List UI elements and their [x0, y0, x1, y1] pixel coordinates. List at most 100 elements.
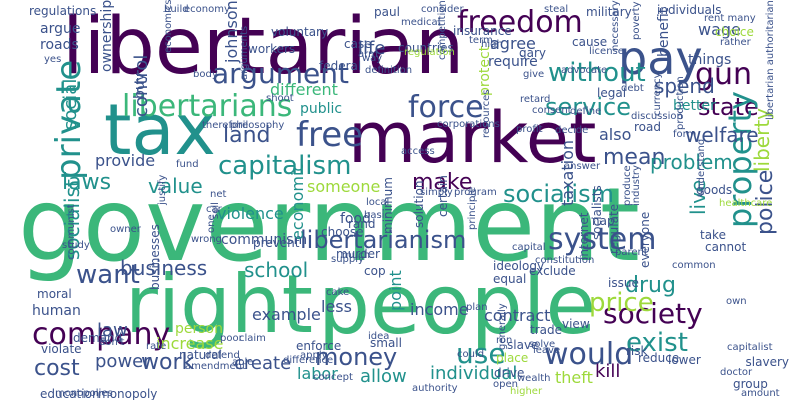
word-term: term [469, 35, 493, 46]
word-create: create [234, 353, 292, 374]
word-system: system [548, 222, 657, 257]
word-everyone: everyone [638, 211, 652, 268]
word-individual: individual [430, 363, 518, 384]
word-arm: arm [358, 49, 378, 60]
word-roads: roads [40, 37, 79, 53]
word-necessary: necessary [610, 0, 621, 51]
word-provide: provide [95, 151, 156, 170]
word-workers: workers [248, 42, 296, 56]
word-justify: justify [157, 174, 168, 205]
word-consent: consent [532, 105, 572, 116]
word-risk: risk [626, 344, 648, 358]
word-libertarians: libertarians [122, 89, 293, 124]
word-argument: argument [212, 57, 349, 90]
word-murder: murder [336, 247, 380, 261]
word-wage: wage [698, 20, 741, 39]
word-could: could [457, 349, 485, 360]
word-libertarian-authoritarian: libertarian authoritarian [765, 0, 776, 120]
word-communism: communism [221, 232, 308, 248]
word-reduce: reduce [638, 351, 680, 365]
word-nap: nap [592, 214, 615, 228]
word-welfare: welfare [685, 123, 759, 147]
word-businesses: businesses [148, 224, 162, 290]
word-legal: legal [597, 86, 627, 100]
word-trade: trade [530, 323, 562, 337]
word-choice: choice [715, 25, 754, 39]
word-exist: exist [626, 328, 688, 358]
word-take: take [700, 228, 726, 242]
word-amendment: amendment [185, 361, 246, 372]
word-doctor: doctor [720, 367, 753, 378]
word-paul: paul [374, 5, 400, 19]
word-open: open [493, 379, 518, 390]
word-slave: slave [507, 338, 539, 352]
word-apply: apply [300, 350, 328, 361]
word-place: place [496, 351, 529, 365]
word-consider: consider [421, 4, 464, 15]
word-better: better [673, 98, 716, 114]
word-capitalist: capitalist [727, 342, 773, 353]
word-view: view [562, 317, 590, 331]
word-would: would [544, 337, 634, 372]
word-profit: profit [516, 124, 543, 135]
word-wealth: wealth [517, 373, 551, 384]
word-land: land [223, 123, 271, 148]
word-communist: communist [66, 204, 77, 260]
word-human: human [32, 303, 81, 319]
word-violate: violate [41, 342, 82, 356]
word-discussion: discussion [631, 111, 683, 122]
word-freedom: freedom [457, 5, 583, 40]
word-build: build [164, 4, 189, 15]
word-fund: fund [176, 159, 199, 170]
word-solve: solve [529, 339, 556, 350]
word-rent: rent many [704, 13, 756, 24]
word-way: way [362, 53, 383, 64]
word-monopoly: monopoly [98, 387, 158, 400]
word-corporations: corporations [437, 119, 500, 130]
word-capitalism: capitalism [218, 151, 352, 181]
word-company: company [32, 317, 171, 352]
word-philosophy: philosophy [230, 120, 285, 131]
word-countries: countries [398, 41, 454, 55]
word-steal: steal [544, 4, 569, 15]
word-moral: moral [37, 287, 72, 301]
word-market: market [348, 97, 597, 179]
word-cake: cake [326, 287, 350, 298]
word-high: high [481, 39, 503, 50]
word-work: work [141, 350, 195, 375]
word-allow: allow [360, 366, 407, 387]
word-net: net [210, 189, 227, 200]
word-people: people [318, 258, 596, 353]
word-point: point [386, 270, 405, 311]
word-resources: resources [481, 89, 492, 138]
word-without: without [548, 58, 646, 88]
word-individuals: individuals [657, 3, 722, 17]
word-road: road [634, 120, 661, 134]
word-enforce: enforce [296, 339, 342, 353]
word-tax: tax [104, 89, 216, 171]
word-slavery: slavery [745, 355, 789, 369]
word-able: able [232, 357, 254, 368]
word-income: income [410, 300, 469, 319]
word-social: social [60, 78, 81, 130]
word-car: car [206, 204, 222, 215]
word-poor: poor [220, 333, 243, 344]
word-body: body [193, 69, 218, 80]
word-ownership: ownership [99, 0, 115, 73]
word-goods: goods [696, 183, 733, 197]
word-ron: ron [496, 335, 513, 346]
word-socialism: socialism [503, 180, 614, 208]
word-shoot: shoot [266, 93, 294, 104]
word-equal: equal [493, 272, 527, 286]
word-prevent: prevent [253, 236, 300, 250]
word-define: define [570, 106, 602, 117]
word-local: local [366, 197, 390, 208]
word-yes: yes [44, 54, 62, 65]
word-answer: answer [564, 161, 601, 172]
word-government: government [18, 166, 640, 285]
word-spend: spend [654, 74, 715, 98]
word-wrong: wrong [191, 234, 222, 245]
word-ideology: ideology [493, 259, 545, 273]
word-drive: drive [494, 366, 525, 380]
